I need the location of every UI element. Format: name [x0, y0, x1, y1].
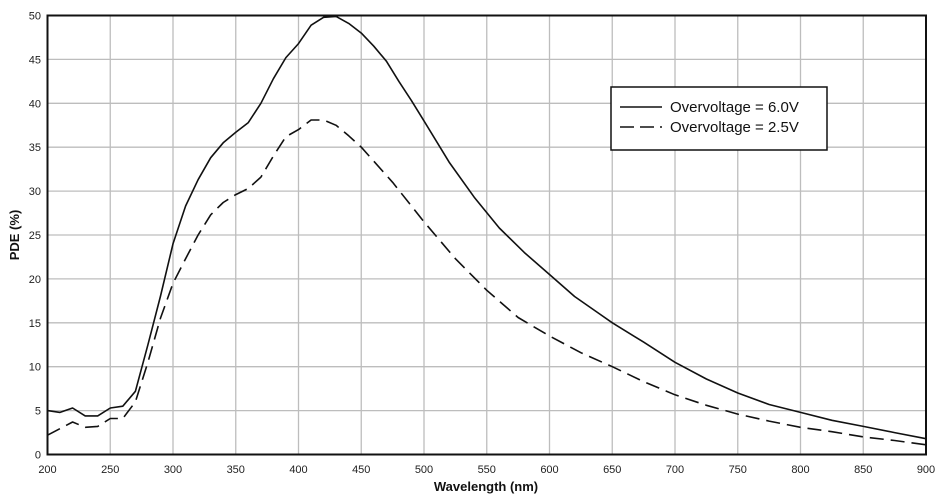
- y-tick-label: 0: [35, 450, 41, 462]
- y-tick-label: 30: [29, 186, 41, 198]
- x-tick-label: 450: [352, 464, 370, 476]
- y-tick-label: 10: [29, 362, 41, 374]
- x-tick-label: 500: [415, 464, 433, 476]
- x-tick-label: 400: [289, 464, 307, 476]
- x-tick-label: 550: [478, 464, 496, 476]
- y-tick-label: 40: [29, 98, 41, 110]
- x-tick-label: 600: [540, 464, 558, 476]
- y-axis-label: PDE (%): [7, 210, 22, 261]
- y-tick-labels: 0 5 10 15 20 25 30 35 40 45 50: [29, 11, 41, 462]
- legend-label-2-5v: Overvoltage = 2.5V: [670, 119, 799, 136]
- y-tick-label: 15: [29, 318, 41, 330]
- x-tick-label: 750: [729, 464, 747, 476]
- series-line-overvoltage-6v: [47, 15, 927, 440]
- grid: [46, 14, 927, 456]
- legend-box: [610, 86, 828, 151]
- x-tick-label: 800: [791, 464, 809, 476]
- y-tick-label: 50: [29, 11, 41, 23]
- y-tick-label: 45: [29, 54, 41, 66]
- x-tick-labels: 200 250 300 350 400 450 500 550 600 650 700 750 800 8…: [38, 464, 935, 476]
- y-tick-label: 35: [29, 142, 41, 154]
- x-tick-label: 700: [666, 464, 684, 476]
- plot-frame: [46, 14, 927, 456]
- y-tick-label: 25: [29, 230, 41, 242]
- x-tick-label: 900: [917, 464, 935, 476]
- x-tick-label: 350: [227, 464, 245, 476]
- series-lines: [47, 15, 927, 446]
- x-axis-label: Wavelength (nm): [434, 479, 538, 494]
- series-line-overvoltage-2-5v: [47, 119, 927, 446]
- x-tick-label: 850: [854, 464, 872, 476]
- y-tick-label: 5: [35, 406, 41, 418]
- x-tick-label: 200: [38, 464, 56, 476]
- legend: Overvoltage = 6.0V Overvoltage = 2.5V: [610, 86, 828, 151]
- x-tick-label: 650: [603, 464, 621, 476]
- x-tick-label: 300: [164, 464, 182, 476]
- legend-label-6v: Overvoltage = 6.0V: [670, 99, 799, 116]
- x-tick-label: 250: [101, 464, 119, 476]
- y-tick-label: 20: [29, 274, 41, 286]
